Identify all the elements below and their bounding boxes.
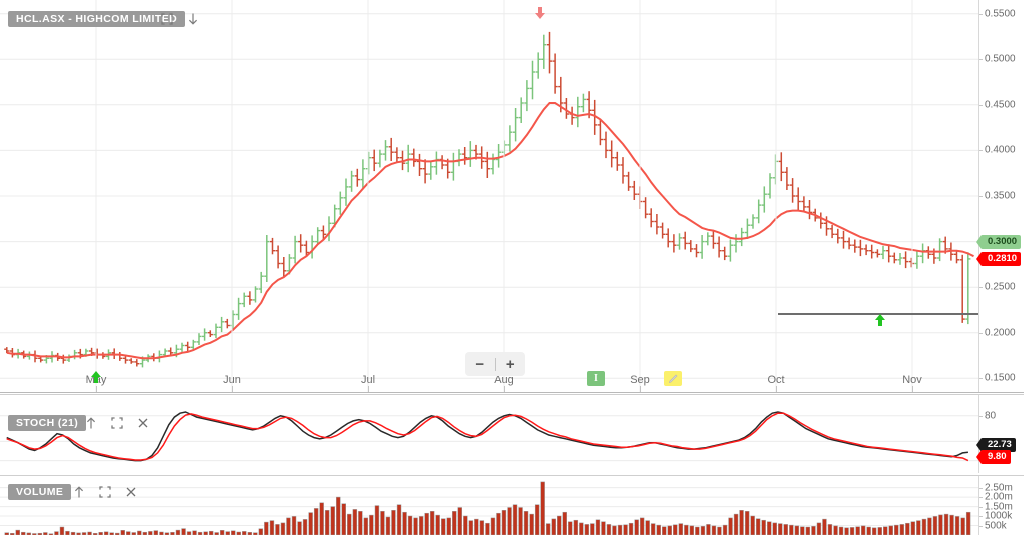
y-tick [979, 415, 983, 417]
arrow-up-icon[interactable] [72, 485, 86, 499]
stoch-d-badge: 9.80 [976, 450, 1011, 464]
annotation-marker[interactable] [664, 371, 682, 386]
buy-signal [90, 370, 102, 389]
volume-pane[interactable]: 2.50m 2.00m 1.50m 1000k 500k VOLUME [0, 476, 1024, 535]
x-axis-label: Oct [767, 374, 785, 386]
buy-signal [874, 313, 886, 332]
x-axis-label: Sep [630, 374, 650, 386]
expand-icon[interactable] [98, 485, 112, 499]
stoch-title-chip: STOCH (21) [8, 415, 87, 431]
x-axis-label: Nov [902, 374, 922, 386]
pencil-icon [668, 374, 677, 384]
stoch-plot-area[interactable] [0, 395, 978, 473]
y-axis-label: 0.1500 [985, 372, 1016, 384]
x-axis-label: Jun [223, 374, 241, 386]
y-axis-label: 0.2500 [985, 281, 1016, 293]
close-icon[interactable] [136, 416, 150, 430]
x-tick [912, 386, 913, 392]
sell-signal [534, 6, 546, 25]
y-axis-label: 2.00m [985, 491, 1013, 503]
y-axis-label: 0.4000 [985, 144, 1016, 156]
expand-icon[interactable] [110, 416, 124, 430]
close-icon[interactable] [124, 485, 138, 499]
x-tick [504, 386, 505, 392]
zoom-in-button[interactable]: + [505, 355, 515, 373]
download-arrow-icon[interactable] [186, 12, 200, 26]
stoch-k-badge: 22.73 [976, 438, 1016, 452]
y-tick [979, 13, 983, 15]
y-axis-label: 0.5500 [985, 8, 1016, 20]
y-tick [979, 497, 983, 499]
y-tick [979, 525, 983, 527]
arrow-up-icon[interactable] [84, 416, 98, 430]
y-tick [979, 287, 983, 289]
last-price-badge: 0.2810 [975, 251, 1022, 266]
volume-series-canvas [0, 481, 978, 535]
news-marker[interactable]: I [587, 371, 605, 386]
y-axis-label: 500k [985, 520, 1007, 532]
y-tick [979, 487, 983, 489]
y-axis-label: 0.2000 [985, 327, 1016, 339]
price-chart-pane[interactable]: 0.5500 0.5000 0.4500 0.4000 0.3500 0.3000 0.25… [0, 0, 1024, 393]
price-plot-area[interactable] [0, 0, 978, 392]
x-tick [232, 386, 233, 392]
y-tick [979, 516, 983, 518]
y-axis-label: 0.3500 [985, 190, 1016, 202]
expand-icon[interactable] [160, 12, 174, 26]
y-tick [979, 506, 983, 508]
prior-close-badge: 0.3000 [975, 234, 1022, 249]
zoom-control-divider [494, 357, 496, 371]
x-tick [776, 386, 777, 392]
x-axis-label: Jul [360, 374, 376, 386]
volume-title-chip: VOLUME [8, 484, 72, 500]
x-axis-label: Aug [494, 374, 514, 386]
info-glyph: I [594, 373, 598, 384]
y-tick [979, 150, 983, 152]
pane-divider-stoch [0, 394, 1024, 395]
y-axis-label: 0.4500 [985, 99, 1016, 111]
stoch-indicator-pane[interactable]: 80 22.73 9.80 STOCH (21) [0, 395, 1024, 473]
y-axis-label: 2.50m [985, 482, 1013, 494]
stoch-y-axis: 80 22.73 9.80 [976, 395, 1024, 473]
price-series-canvas [0, 0, 978, 392]
y-axis-label: 1000k [985, 510, 1013, 522]
y-axis-label: 0.5000 [985, 53, 1016, 65]
price-pane-header-icons [160, 12, 200, 26]
stoch-pane-header-icons [84, 416, 150, 430]
y-axis-label: 80 [985, 410, 997, 422]
y-tick [979, 378, 983, 380]
stoch-series-canvas [0, 411, 978, 462]
support-trendline[interactable] [778, 313, 978, 315]
price-y-axis: 0.5500 0.5000 0.4500 0.4000 0.3500 0.3000 0.25… [975, 0, 1024, 392]
y-tick [979, 104, 983, 106]
volume-pane-header-icons [72, 485, 138, 499]
x-tick [640, 386, 641, 392]
y-tick [979, 59, 983, 61]
x-tick [96, 386, 97, 392]
volume-y-axis: 2.50m 2.00m 1.50m 1000k 500k [978, 476, 1024, 535]
y-tick [979, 332, 983, 334]
y-tick [979, 196, 983, 197]
x-tick [368, 386, 369, 392]
zoom-control[interactable]: − + [465, 352, 525, 376]
symbol-title-chip: HCL.ASX - HIGHCOM LIMITED [8, 11, 186, 27]
zoom-out-button[interactable]: − [475, 355, 485, 373]
volume-plot-area[interactable] [0, 476, 978, 535]
x-axis-line [0, 392, 1024, 393]
pane-divider-volume [0, 475, 1024, 476]
y-axis-label: 1.50m [985, 501, 1013, 513]
